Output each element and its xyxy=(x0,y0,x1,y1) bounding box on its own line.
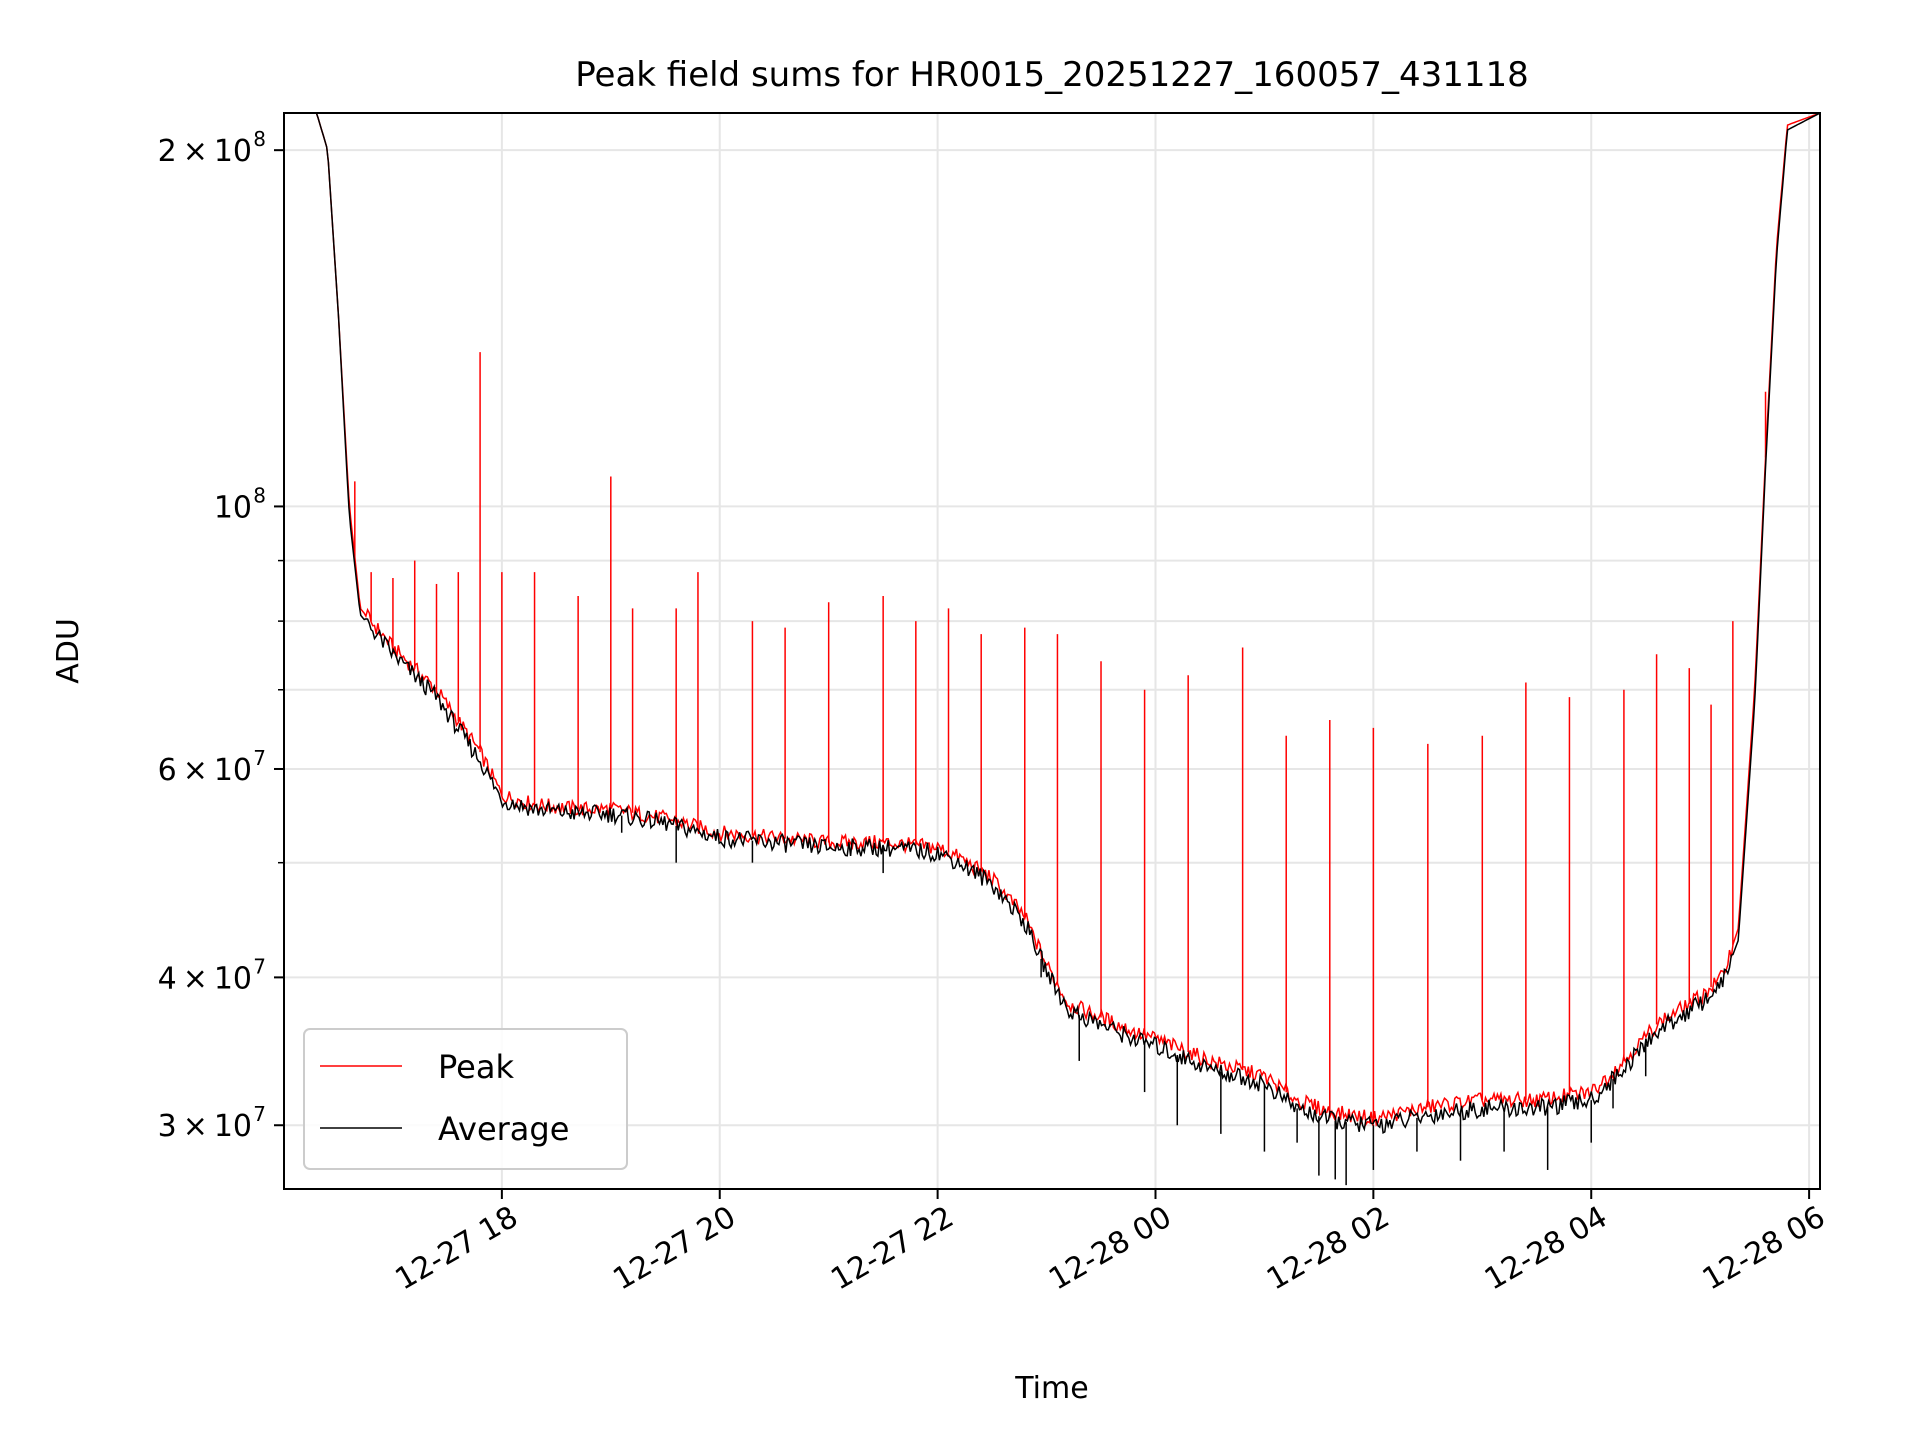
x-tick-label: 12-27 22 xyxy=(825,1200,959,1298)
y-tick-exponent: 8 xyxy=(253,127,266,151)
y-tick-base: 10 xyxy=(214,490,252,525)
grid xyxy=(284,113,1820,1189)
y-tick-exponent: 7 xyxy=(253,954,266,978)
legend-peak-label: Peak xyxy=(438,1048,514,1086)
y-tick-base: 2 × 10 xyxy=(158,134,252,169)
y-tick-exponent: 8 xyxy=(253,483,266,507)
y-tick-label: 76 × 10 xyxy=(158,746,266,788)
plot-data xyxy=(284,112,1821,1186)
series-peak-line xyxy=(284,112,1821,1127)
y-tick-base: 3 × 10 xyxy=(158,1109,252,1144)
x-tick-label: 12-28 04 xyxy=(1479,1200,1613,1298)
series-average-line xyxy=(284,112,1821,1134)
chart-title: Peak field sums for HR0015_20251227_1600… xyxy=(575,55,1529,95)
y-tick-base: 4 × 10 xyxy=(158,961,252,996)
plot-frame xyxy=(283,112,1821,1190)
legend-average-label: Average xyxy=(438,1110,569,1148)
x-tick-label: 12-28 06 xyxy=(1697,1200,1831,1298)
x-tick-label: 12-28 02 xyxy=(1261,1200,1395,1298)
legend: Peak Average xyxy=(303,1028,628,1170)
x-axis-label: Time xyxy=(1014,1371,1088,1406)
legend-box xyxy=(303,1028,628,1170)
y-tick-label: 74 × 10 xyxy=(158,954,266,996)
y-tick-base: 6 × 10 xyxy=(158,753,252,788)
y-tick-label: 82 × 10 xyxy=(158,127,266,169)
x-tick-label: 12-27 20 xyxy=(607,1200,741,1298)
x-tick-label: 12-27 18 xyxy=(390,1200,524,1298)
y-axis-label: ADU xyxy=(51,618,86,684)
y-tick-exponent: 7 xyxy=(253,1102,266,1126)
y-tick-label: 810 xyxy=(214,483,266,525)
y-tick-label: 73 × 10 xyxy=(158,1102,266,1144)
x-tick-label: 12-28 00 xyxy=(1043,1200,1177,1298)
y-tick-exponent: 7 xyxy=(253,746,266,770)
